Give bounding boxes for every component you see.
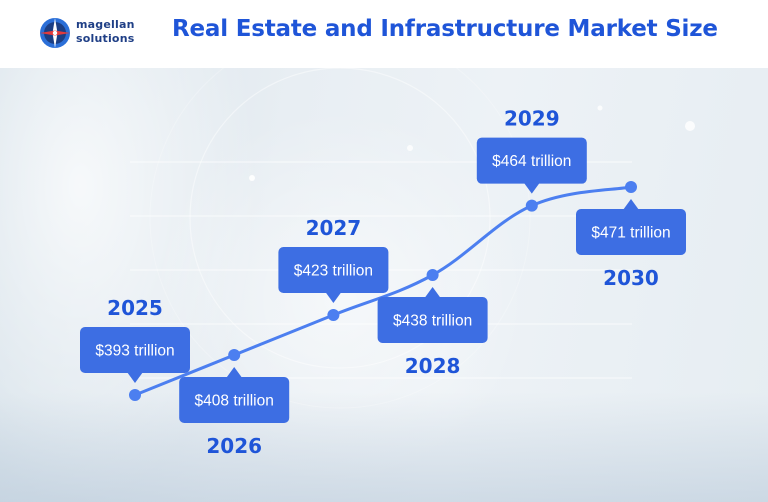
data-point-2030 (625, 181, 637, 193)
callout-pointer (523, 182, 540, 194)
year-label-2029: 2029 (504, 107, 560, 131)
data-label: $423 trillion (294, 263, 373, 280)
callout-box (476, 137, 587, 184)
year-label-2025: 2025 (107, 296, 163, 320)
header: magellan solutions Real Estate and Infra… (0, 0, 768, 68)
data-point-2027 (327, 309, 340, 321)
background-cityscape (0, 392, 768, 502)
callout-2029: $464 trillion (476, 137, 587, 194)
callout-2027: $423 trillion (278, 247, 389, 303)
year-label-2027: 2027 (306, 216, 362, 240)
callout-box (80, 327, 190, 373)
callout-box (576, 209, 686, 255)
callout-box (278, 247, 389, 293)
callout-pointer (127, 372, 143, 383)
background-image (0, 68, 768, 502)
data-label: $408 trillion (195, 393, 274, 410)
callout-pointer (424, 287, 441, 298)
callout-2026: $408 trillion (179, 367, 290, 423)
brand-name-line-2: solutions (76, 32, 135, 45)
page-title: Real Estate and Infrastructure Market Si… (172, 16, 718, 42)
brand-name-line-1: magellan (76, 18, 135, 31)
year-label-2026: 2026 (206, 434, 262, 458)
data-callouts: $393 trillion $408 trillion $423 trillion $… (80, 137, 686, 423)
series-line (133, 185, 633, 397)
callout-box (179, 377, 290, 423)
data-label: $464 trillion (492, 153, 571, 170)
callout-2025: $393 trillion (80, 327, 190, 383)
callout-2028: $438 trillion (377, 287, 488, 343)
background-deco (149, 68, 695, 409)
data-point-2029 (525, 199, 538, 212)
brand-logo[interactable]: magellan solutions (38, 14, 138, 54)
data-point-2026 (228, 349, 241, 361)
compass-icon (40, 18, 70, 48)
data-point-2028 (426, 269, 439, 281)
data-point-2025 (129, 389, 141, 401)
year-label-2028: 2028 (405, 354, 461, 378)
data-label: $393 trillion (95, 343, 174, 360)
x-tick-labels: 2025 2026 2027 2028 2029 2030 (107, 107, 659, 458)
data-label: $471 trillion (591, 225, 670, 242)
callout-pointer (623, 199, 639, 210)
callout-2030: $471 trillion (576, 199, 686, 255)
callout-box (377, 297, 488, 343)
data-label: $438 trillion (393, 313, 472, 330)
callout-pointer (325, 292, 342, 303)
year-label-2030: 2030 (603, 266, 659, 290)
callout-pointer (226, 367, 243, 378)
data-points (129, 181, 637, 401)
